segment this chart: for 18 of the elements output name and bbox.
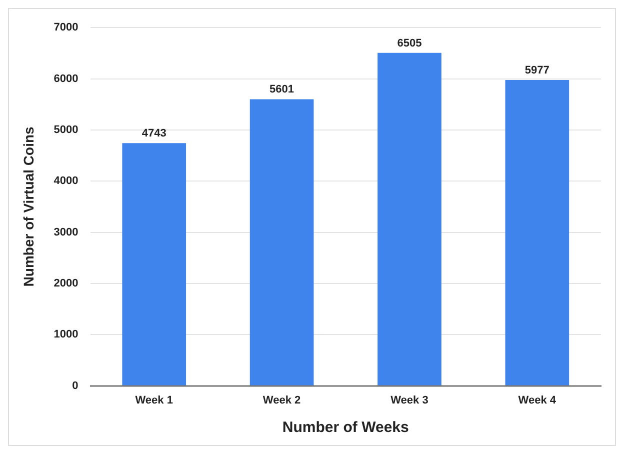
y-tick-label: 5000 <box>54 124 78 136</box>
x-tick-label: Week 1 <box>135 394 173 406</box>
x-axis-title: Number of Weeks <box>282 419 409 436</box>
y-tick-label: 4000 <box>54 175 78 188</box>
data-label: 5977 <box>524 64 550 76</box>
x-tick-label: Week 4 <box>518 394 557 406</box>
data-label: 4743 <box>142 128 166 140</box>
y-tick-label: 6000 <box>54 72 78 85</box>
y-tick-label: 1000 <box>54 328 78 341</box>
x-tick-label: Week 3 <box>390 394 428 406</box>
y-tick-label: 2000 <box>54 277 78 290</box>
data-label: 6505 <box>397 37 422 50</box>
y-axis-title: Number of Virtual Coins <box>20 126 36 287</box>
data-label: 5601 <box>270 84 294 96</box>
y-tick-label: 0 <box>72 380 78 392</box>
y-tick-label: 7000 <box>54 22 78 34</box>
y-tick-label: 3000 <box>54 226 78 238</box>
x-tick-label: Week 2 <box>262 394 301 406</box>
